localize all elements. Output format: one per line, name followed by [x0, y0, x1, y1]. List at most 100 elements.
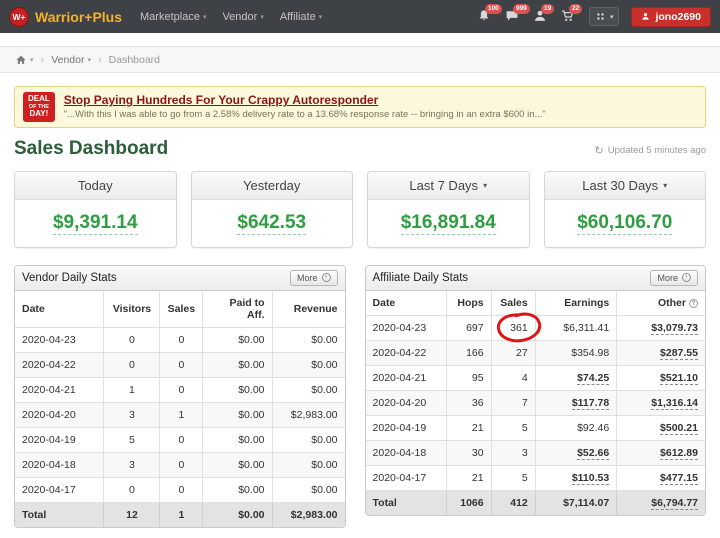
cell: $0.00	[202, 476, 273, 503]
column-header: Hops	[446, 290, 492, 316]
chevron-down-icon: ▾	[202, 13, 207, 21]
cell: 0	[103, 351, 161, 378]
user-account-button[interactable]: jono2690	[631, 6, 711, 27]
bell-icon[interactable]: 100	[477, 4, 502, 24]
card-last-30-days-dropdown[interactable]: Last 30 Days ▾	[544, 171, 705, 200]
updated-text: Updated 5 minutes ago	[607, 144, 706, 156]
breadcrumb-separator: ›	[97, 53, 102, 66]
breadcrumb-separator: ›	[40, 53, 45, 66]
card-last-30-days: Last 30 Days ▾ $60,106.70	[543, 170, 706, 248]
cell[interactable]: $500.21	[616, 414, 705, 441]
menu-vendor[interactable]: Vendor ▾	[222, 11, 263, 23]
brand-logo[interactable]: W+ Warrior+Plus	[9, 6, 122, 27]
main-menu: Marketplace ▾ Vendor ▾ Affiliate ▾	[140, 11, 322, 23]
cell: 2020-04-18	[15, 451, 105, 478]
menu-vendor-label: Vendor	[222, 10, 258, 23]
arrow-circle-icon: ›	[682, 273, 691, 283]
card-yesterday-label: Yesterday	[243, 177, 301, 193]
deal-of-the-day-badge: DEAL OF THE DAY!	[23, 92, 55, 122]
more-label: More	[657, 272, 678, 283]
bell-badge: 100	[484, 4, 502, 14]
cell: 0	[159, 326, 204, 353]
cell: $0.00	[202, 401, 273, 428]
cell[interactable]: $52.66	[534, 439, 618, 466]
cell[interactable]: $74.25	[534, 364, 618, 391]
affiliate-more-button[interactable]: More ›	[650, 269, 698, 286]
table-row: 2020-04-17 0 0 $0.00 $0.00	[15, 476, 345, 503]
navbar-right: 100 999 19 22 ▾ jono2690	[477, 4, 711, 27]
messages-badge: 999	[512, 4, 530, 14]
total-row: Total 1066 412 $7,114.07 $6,794.77	[365, 489, 705, 515]
cell: 21	[446, 464, 492, 491]
cell: 2020-04-21	[365, 364, 448, 391]
cell: 0	[159, 476, 204, 503]
cart-icon[interactable]: 22	[561, 4, 583, 24]
card-yesterday-value[interactable]: $642.53	[237, 211, 307, 235]
vendor-panel-header: Vendor Daily Stats More ›	[15, 265, 345, 291]
cell[interactable]: $521.10	[616, 364, 705, 391]
apps-menu-button[interactable]: ▾	[588, 7, 620, 26]
total-cell: 1	[159, 501, 204, 527]
vendor-daily-stats-table: Date Visitors Sales Paid to Aff. Revenue 202…	[15, 290, 345, 527]
cell: 5	[490, 414, 536, 441]
column-header: Other?	[616, 290, 705, 316]
column-header: Paid to Aff.	[202, 290, 273, 328]
column-header: Date	[15, 290, 105, 328]
cell: $0.00	[202, 426, 273, 453]
breadcrumb: ▾ › Vendor ▾ › Dashboard	[0, 46, 720, 73]
cell: $2,983.00	[271, 401, 345, 428]
card-last-30-days-value[interactable]: $60,106.70	[577, 211, 673, 235]
card-today-header: Today	[15, 171, 176, 200]
breadcrumb-vendor[interactable]: Vendor ▾	[51, 54, 91, 66]
table-row: 2020-04-20 36 7 $117.78 $1,316.14	[365, 389, 705, 416]
username-label: jono2690	[655, 10, 701, 23]
affiliates-icon[interactable]: 19	[533, 4, 555, 24]
cell[interactable]: $612.89	[616, 439, 705, 466]
cell: 5	[490, 464, 536, 491]
cell: $0.00	[202, 351, 273, 378]
table-row: 2020-04-23 0 0 $0.00 $0.00	[15, 326, 345, 353]
card-today: Today $9,391.14	[14, 170, 177, 248]
card-last-7-days-dropdown[interactable]: Last 7 Days ▾	[368, 171, 529, 200]
cell[interactable]: $477.15	[616, 464, 705, 491]
total-cell: Total	[15, 501, 105, 527]
cell[interactable]: $287.55	[616, 339, 705, 366]
page-header: Sales Dashboard ↻ Updated 5 minutes ago	[14, 138, 706, 160]
total-cell[interactable]: $6,794.77	[616, 489, 705, 515]
cell: $0.00	[202, 326, 273, 353]
more-label: More	[297, 272, 318, 283]
chevron-down-icon: ▾	[609, 13, 614, 21]
chevron-down-icon: ▾	[30, 56, 34, 64]
help-icon[interactable]: ?	[689, 299, 698, 309]
cell[interactable]: $3,079.73	[616, 314, 705, 341]
card-yesterday-header: Yesterday	[191, 171, 352, 200]
cell[interactable]: $1,316.14	[616, 389, 705, 416]
cell: $0.00	[271, 376, 345, 403]
cell[interactable]: $110.53	[534, 464, 618, 491]
card-today-value[interactable]: $9,391.14	[52, 211, 138, 235]
cell[interactable]: $117.78	[534, 389, 618, 416]
cell: $6,311.41	[534, 314, 618, 341]
total-cell: $7,114.07	[534, 489, 618, 515]
vendor-panel-title: Vendor Daily Stats	[22, 271, 117, 284]
menu-marketplace[interactable]: Marketplace ▾	[140, 11, 206, 23]
total-cell: 412	[490, 489, 536, 515]
breadcrumb-home[interactable]: ▾	[15, 54, 34, 66]
cell: 2020-04-19	[365, 414, 448, 441]
cell: 3	[490, 439, 536, 466]
chevron-down-icon: ▾	[663, 180, 668, 190]
page-title: Sales Dashboard	[14, 137, 169, 159]
cell: 30	[446, 439, 492, 466]
deal-title-link[interactable]: Stop Paying Hundreds For Your Crappy Aut…	[63, 93, 379, 108]
cell: 27	[490, 339, 536, 366]
card-last-30-days-body: $60,106.70	[545, 200, 706, 247]
card-last-7-days-value[interactable]: $16,891.84	[400, 211, 496, 235]
column-header: Sales	[490, 290, 536, 316]
table-row: 2020-04-20 3 1 $0.00 $2,983.00	[15, 401, 345, 428]
vendor-more-button[interactable]: More ›	[290, 269, 338, 286]
menu-affiliate[interactable]: Affiliate ▾	[280, 11, 322, 23]
messages-icon[interactable]: 999	[505, 4, 530, 24]
summary-cards: Today $9,391.14 Yesterday $642.53 Last 7…	[14, 170, 706, 248]
cell: 3	[103, 451, 161, 478]
vendor-daily-stats-panel: Vendor Daily Stats More › Date Visitors Sa…	[14, 264, 346, 528]
